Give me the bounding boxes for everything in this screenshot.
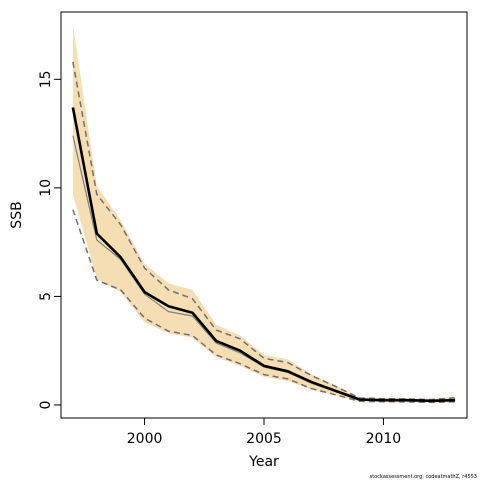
- lower-dashed-line: [72, 209, 456, 404]
- y-tick-label: 0: [38, 401, 54, 410]
- x-axis-title: Year: [248, 454, 279, 470]
- y-axis-title: SSB: [9, 201, 25, 228]
- y-tick-label: 15: [38, 70, 54, 88]
- credit-text: stockassessment.org, codeatmathZ, r4553: [370, 474, 477, 480]
- y-axis: 0 5 10 15: [38, 70, 62, 410]
- x-tick-label: 2005: [246, 431, 282, 447]
- x-axis: 2000 2005 2010: [127, 417, 402, 447]
- confidence-band: [72, 25, 456, 403]
- y-tick-label: 5: [38, 292, 54, 301]
- plot-area: [71, 25, 456, 404]
- estimate-line: [71, 107, 456, 403]
- x-tick-label: 2010: [366, 431, 402, 447]
- x-tick-label: 2000: [127, 431, 163, 447]
- y-tick-label: 10: [38, 179, 54, 197]
- upper-dashed-line: [72, 61, 456, 401]
